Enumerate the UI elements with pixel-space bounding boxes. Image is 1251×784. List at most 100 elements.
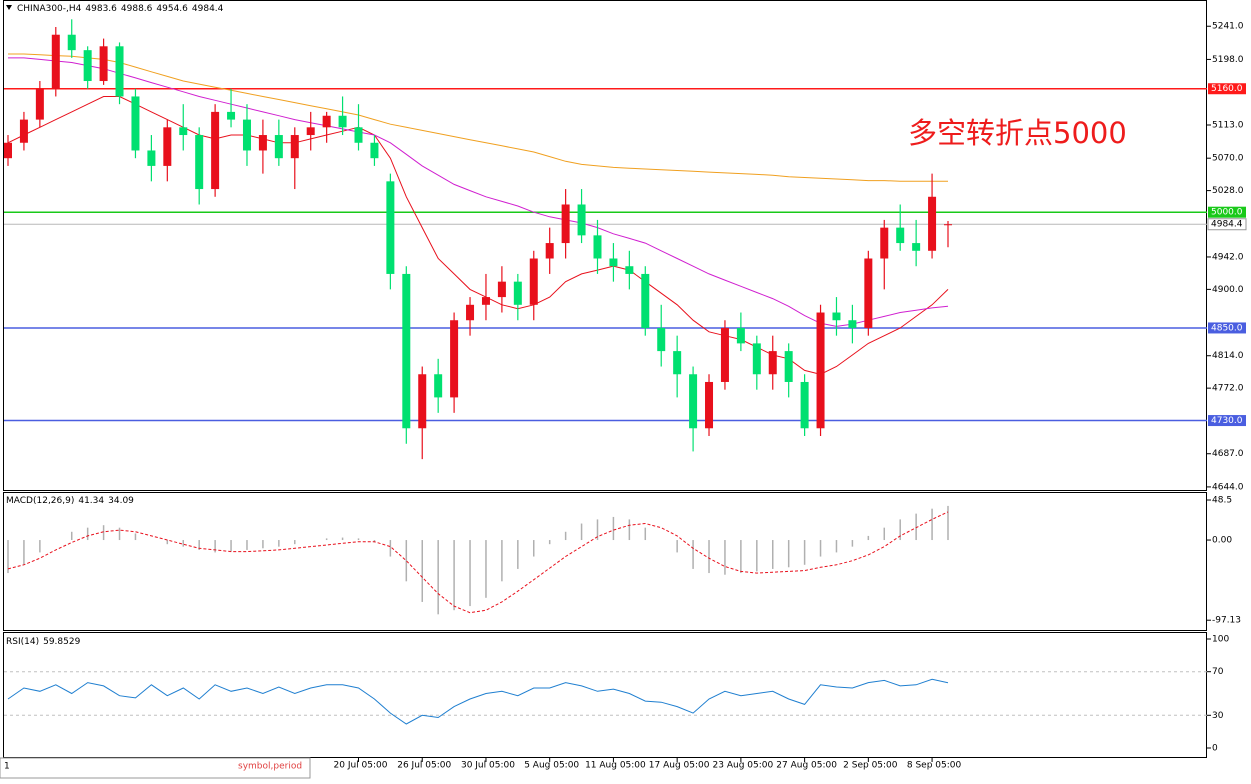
candle-body [609, 258, 618, 267]
x-tick-label: 26 Jul 05:00 [397, 761, 451, 771]
candle-body [705, 381, 714, 429]
y-tick-label: 5028.0 [1212, 186, 1244, 196]
macd-panel [3, 492, 1207, 631]
y-tick-label: 4942.0 [1212, 252, 1244, 262]
x-tick-label: 11 Aug 05:00 [585, 761, 646, 771]
y-tick-label: 5198.0 [1212, 55, 1244, 65]
moving-average [8, 57, 949, 327]
candle-body [4, 142, 12, 159]
candle-body [227, 111, 236, 120]
candle-body [418, 374, 427, 429]
candle-body [912, 243, 921, 251]
candle-body [673, 351, 682, 375]
candle-body [242, 119, 251, 151]
rsi-name: RSI(14) [6, 637, 39, 647]
header-price: 4984.4 [192, 4, 224, 14]
rsi-line [7, 678, 949, 725]
candle-body [625, 266, 634, 274]
moving-average [8, 53, 948, 182]
level-box [1208, 322, 1246, 334]
candle-body [816, 312, 825, 429]
candle-body [386, 181, 395, 274]
x-tick-label: 27 Aug 05:00 [776, 761, 837, 771]
candle-body [720, 327, 729, 382]
candle-body [928, 196, 937, 251]
annotation: 多空转折点5000 [908, 116, 1127, 150]
candle-body [481, 297, 490, 305]
candle-body [35, 88, 44, 120]
candle-body [211, 111, 220, 190]
candle-body [848, 320, 857, 328]
candle-body [545, 243, 554, 259]
candle-body [577, 204, 586, 236]
price-label: 4984.4 [1211, 220, 1243, 230]
menu-arrow[interactable] [6, 5, 12, 10]
x-tick-label: 17 Aug 05:00 [649, 761, 710, 771]
main-panel [3, 0, 1207, 491]
x-tick-label: 23 Aug 05:00 [713, 761, 774, 771]
candle-body [641, 273, 650, 328]
candle-body [832, 312, 841, 321]
candle-body [593, 235, 602, 259]
macd-name: MACD(12,26,9) [6, 496, 74, 506]
level-label: 4730.0 [1211, 416, 1243, 426]
header-price: 4983.6 [85, 4, 117, 14]
symbol: CHINA300-,H4 [17, 4, 82, 14]
candle-body [131, 96, 140, 151]
candle-body [657, 327, 666, 352]
candle-body [51, 34, 60, 89]
rsi-tick-label: 100 [1212, 635, 1229, 645]
status-number: 1 [4, 762, 10, 772]
macd-tick-label: -97.13 [1212, 616, 1241, 626]
candle-body [450, 320, 459, 398]
candle-body [768, 351, 777, 375]
y-tick-label: 5070.0 [1212, 154, 1244, 164]
candle-body [322, 115, 331, 128]
macd-tick-label: 48.5 [1212, 496, 1232, 506]
candle-body [115, 46, 124, 97]
y-tick-label: 4772.0 [1212, 384, 1244, 394]
candle-body [896, 227, 905, 244]
macd-value: 41.34 [78, 496, 104, 506]
macd-signal [7, 511, 949, 614]
candle-body [800, 381, 809, 429]
x-tick-label: 20 Jul 05:00 [334, 761, 388, 771]
candle-body [880, 227, 889, 259]
candle-body [338, 115, 347, 128]
macd-label: MACD(12,26,9) 41.34 34.09 [6, 496, 134, 506]
candle-body [529, 258, 538, 305]
candle-body [290, 135, 299, 159]
candle-body [561, 204, 570, 244]
macd-tick-label: 0.00 [1212, 536, 1232, 546]
candle-body [370, 142, 379, 159]
level-box [1208, 206, 1246, 218]
header-price: 4954.6 [156, 4, 188, 14]
level-label: 5160.0 [1211, 84, 1243, 94]
status-box [0, 757, 311, 779]
y-tick-label: 4687.0 [1212, 449, 1244, 459]
y-tick-label: 5113.0 [1212, 121, 1244, 131]
candle-body [784, 351, 793, 382]
x-tick-label: 30 Jul 05:00 [461, 761, 515, 771]
candle-body [354, 127, 363, 143]
candle-body [513, 281, 522, 305]
level-box [1208, 415, 1246, 427]
x-tick-label: 5 Aug 05:00 [524, 761, 579, 771]
y-tick-label: 5241.0 [1212, 22, 1244, 32]
status-symbol[interactable]: symbol,period [238, 762, 302, 772]
level-label: 4850.0 [1211, 323, 1243, 333]
candle-body [497, 281, 506, 298]
price-box [1207, 218, 1247, 231]
candle-body [83, 50, 92, 82]
candle-body [864, 258, 873, 328]
rsi-value: 59.8529 [43, 637, 80, 647]
candle-body [402, 273, 411, 429]
rsi-tick-label: 30 [1212, 711, 1224, 721]
candle-body [19, 119, 28, 143]
level-label: 5000.0 [1211, 208, 1243, 218]
candle-body [274, 135, 283, 159]
candle-body [466, 304, 475, 321]
